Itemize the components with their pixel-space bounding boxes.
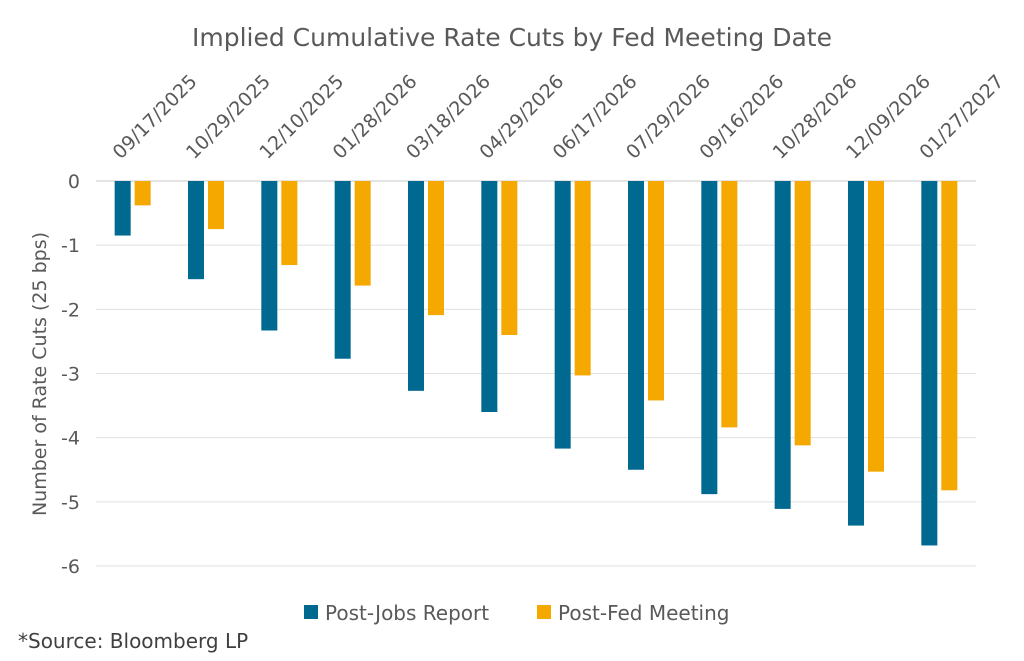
y-tick-label: -1 (61, 235, 80, 257)
source-note: *Source: Bloomberg LP (18, 629, 249, 653)
bar-post-fed-meeting (281, 181, 298, 266)
bar-post-fed-meeting (574, 181, 591, 376)
bar-post-jobs-report (261, 181, 278, 331)
bar-post-jobs-report (701, 181, 718, 495)
bar-post-jobs-report (848, 181, 864, 526)
category-labels: 09/17/202510/29/202512/10/202501/28/2026… (109, 71, 1009, 164)
bar-post-fed-meeting (354, 181, 371, 286)
bar-post-fed-meeting (941, 181, 958, 491)
y-tick-label: -6 (61, 556, 80, 578)
bar-post-jobs-report (921, 181, 938, 546)
bar-post-jobs-report (554, 181, 571, 449)
legend-swatch (537, 605, 551, 619)
bar-post-fed-meeting (721, 181, 738, 428)
bar-post-jobs-report (114, 181, 131, 236)
legend: Post-Jobs Report Post-Fed Meeting (304, 601, 729, 625)
legend-label: Post-Jobs Report (325, 601, 489, 625)
bar-post-fed-meeting (428, 181, 444, 316)
y-tick-label: 0 (68, 171, 80, 193)
bar-chart: Implied Cumulative Rate Cuts by Fed Meet… (29, 23, 1009, 625)
chart-title: Implied Cumulative Rate Cuts by Fed Meet… (192, 23, 832, 52)
y-axis-ticks: 0 -1 -2 -3 -4 -5 -6 (61, 171, 80, 578)
y-axis-label: Number of Rate Cuts (25 bps) (29, 232, 51, 516)
legend-swatch (304, 605, 318, 619)
bar-post-jobs-report (408, 181, 424, 391)
bar-post-fed-meeting (134, 181, 151, 206)
legend-label: Post-Fed Meeting (558, 601, 729, 625)
bar-post-jobs-report (628, 181, 644, 470)
bar-post-fed-meeting (501, 181, 518, 335)
gridlines (96, 180, 976, 567)
bars (114, 181, 958, 546)
y-tick-label: -2 (61, 299, 80, 321)
y-tick-label: -4 (61, 428, 80, 450)
y-tick-label: -5 (61, 492, 80, 514)
bar-post-fed-meeting (648, 181, 664, 401)
bar-post-fed-meeting (794, 181, 811, 446)
bar-post-fed-meeting (868, 181, 884, 472)
bar-post-jobs-report (188, 181, 204, 280)
bar-post-jobs-report (774, 181, 791, 509)
bar-post-jobs-report (481, 181, 498, 412)
y-tick-label: -3 (61, 364, 80, 386)
bar-post-fed-meeting (208, 181, 224, 230)
bar-post-jobs-report (334, 181, 351, 359)
